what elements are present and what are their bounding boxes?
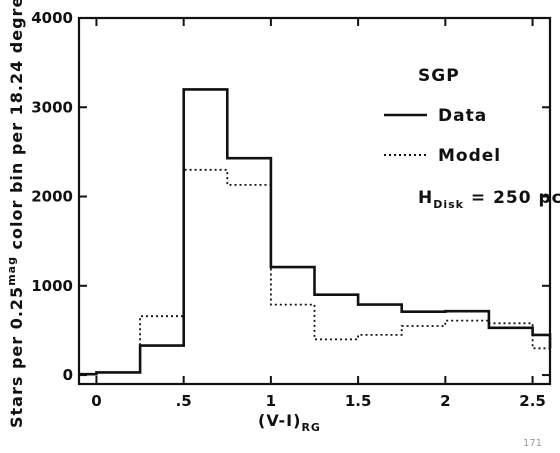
x-tick-label: 2 xyxy=(440,392,450,410)
x-tick-label: 0 xyxy=(91,392,101,410)
y-tick-label: 1000 xyxy=(31,277,73,295)
x-axis-label: (V-I)RG xyxy=(258,411,321,434)
legend: Data Model xyxy=(384,106,501,166)
y-axis-label: Stars per 0.25mag color bin per 18.24 de… xyxy=(5,0,26,428)
field-label: SGP xyxy=(418,66,460,86)
hdisk-annotation: HDisk = 250 pc xyxy=(418,188,560,211)
legend-label-model: Model xyxy=(438,146,501,166)
corner-note: 171 xyxy=(523,438,542,448)
y-tick-label: 3000 xyxy=(31,98,73,116)
series-model-line xyxy=(79,168,551,376)
y-tick-label: 2000 xyxy=(31,188,73,206)
y-tick-label: 0 xyxy=(63,366,73,384)
x-tick-label: .5 xyxy=(176,392,192,410)
x-tick-label: 1 xyxy=(266,392,276,410)
x-tick-label: 1.5 xyxy=(345,392,372,410)
y-tick-label: 4000 xyxy=(31,9,73,27)
series-group xyxy=(79,88,552,376)
legend-label-data: Data xyxy=(438,106,487,126)
tick-group: 0 .5 1 1.5 2 2.5 0 1000 2000 3000 4000 xyxy=(31,9,550,410)
plot-frame xyxy=(77,16,552,386)
series-data-line xyxy=(79,88,552,376)
x-tick-label: 2.5 xyxy=(519,392,546,410)
